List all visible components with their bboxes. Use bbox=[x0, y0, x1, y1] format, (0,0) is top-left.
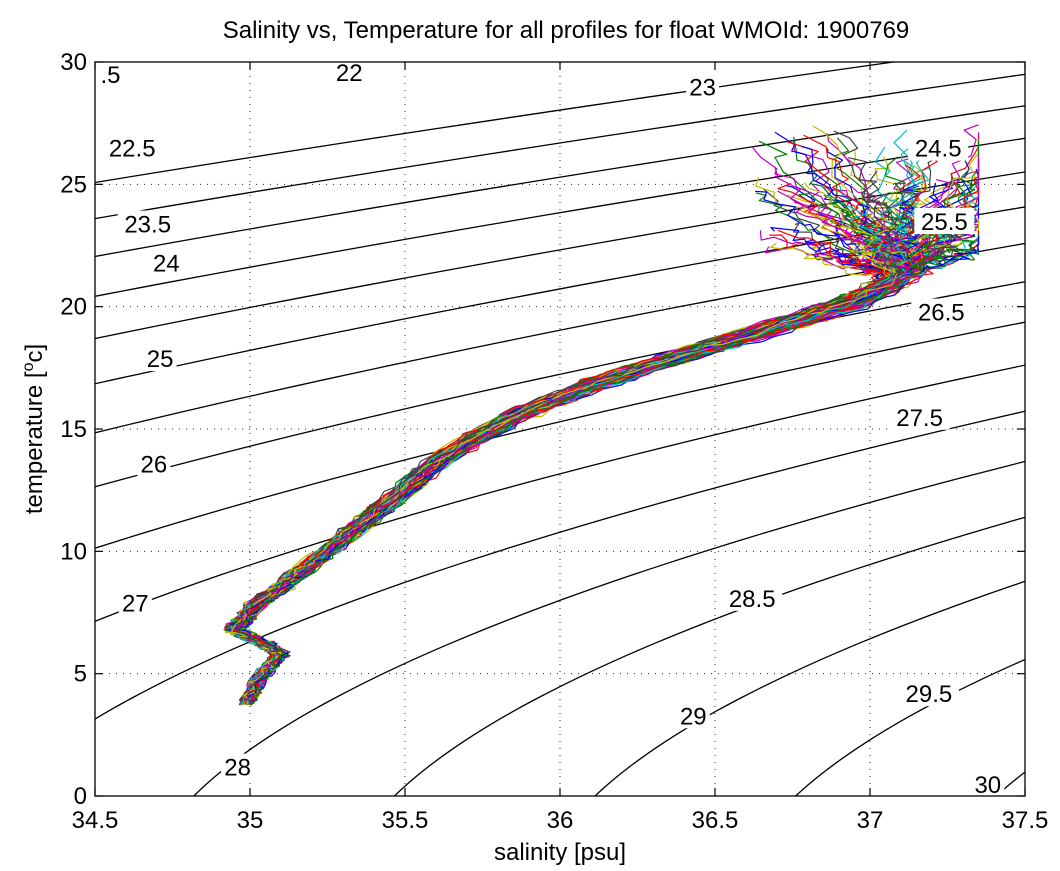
density-contour-label: 23 bbox=[689, 74, 716, 101]
density-contour-line bbox=[192, 460, 1025, 796]
density-contour-label: 26 bbox=[141, 451, 168, 478]
y-tick-label: 5 bbox=[74, 661, 87, 688]
density-contour-label: 30 bbox=[974, 772, 1001, 799]
density-contour-label: 25.5 bbox=[921, 209, 968, 236]
density-contour-line bbox=[95, 73, 1025, 220]
density-contour-label: 28 bbox=[224, 755, 251, 782]
contour-label-background bbox=[143, 345, 177, 372]
density-contour-line bbox=[95, 281, 1025, 488]
grid-lines bbox=[95, 62, 1025, 796]
y-tick-label: 20 bbox=[60, 294, 87, 321]
density-contour-line bbox=[95, 242, 1025, 434]
density-contour-labels: .5 22 23 22.5 24.5 23.5 25.5 24 26.5 25 27.5 26 27 28… bbox=[94, 58, 1005, 799]
density-contour-label: 25 bbox=[147, 346, 174, 373]
x-tick-label: 35.5 bbox=[382, 807, 429, 834]
contour-label-background bbox=[102, 134, 163, 161]
x-axis-label: salinity [psu] bbox=[494, 839, 626, 866]
float-profiles bbox=[223, 124, 980, 706]
contour-label-background bbox=[686, 73, 720, 100]
x-tick-label: 36.5 bbox=[692, 807, 739, 834]
density-contour-label: 29 bbox=[680, 703, 707, 730]
contour-label-background bbox=[676, 702, 710, 729]
x-tick-label: 37.5 bbox=[1002, 807, 1049, 834]
x-tick-label: 35 bbox=[237, 807, 264, 834]
density-contours bbox=[95, 62, 1025, 796]
float-profile-line bbox=[235, 170, 903, 702]
y-axis-ticks: 0 5 10 15 20 25 30 bbox=[60, 49, 1025, 810]
x-tick-label: 34.5 bbox=[72, 807, 119, 834]
density-contour-label: 27.5 bbox=[896, 405, 943, 432]
x-tick-label: 36 bbox=[547, 807, 574, 834]
density-contour-line bbox=[95, 364, 1025, 623]
density-contour-line bbox=[794, 658, 1025, 796]
contour-label-background bbox=[914, 208, 975, 235]
density-contour-label: 22 bbox=[336, 60, 363, 87]
density-contour-label: 28.5 bbox=[729, 586, 776, 613]
y-axis-label: temperature [oc] bbox=[20, 344, 48, 514]
y-tick-label: 15 bbox=[60, 416, 87, 443]
y-axis-label-main: temperature [ bbox=[21, 371, 48, 514]
density-contour-label: .5 bbox=[100, 62, 120, 89]
float-profile-line bbox=[235, 225, 964, 703]
y-axis-label-tail: c] bbox=[21, 344, 48, 363]
contour-label-background bbox=[911, 298, 972, 325]
contour-label-background bbox=[221, 753, 255, 780]
contour-label-background bbox=[118, 589, 152, 616]
chart-title: Salinity vs, Temperature for all profile… bbox=[223, 17, 910, 44]
y-tick-label: 25 bbox=[60, 171, 87, 198]
density-contour-label: 24 bbox=[153, 251, 180, 278]
density-contour-line bbox=[393, 516, 1025, 796]
x-axis-ticks: 34.5 35 35.5 36 36.5 37 37.5 bbox=[72, 62, 1049, 834]
contour-label-background bbox=[94, 61, 127, 88]
density-contour-label: 27 bbox=[122, 591, 149, 618]
contour-label-background bbox=[722, 584, 783, 611]
contour-label-background bbox=[117, 210, 178, 237]
density-contour-label: 26.5 bbox=[918, 300, 965, 327]
density-contour-label: 29.5 bbox=[906, 681, 953, 708]
density-contour-label: 23.5 bbox=[124, 211, 171, 238]
contour-label-background bbox=[908, 134, 969, 161]
contour-label-background bbox=[898, 680, 959, 707]
density-contour-label: 24.5 bbox=[915, 136, 962, 163]
density-contour-line bbox=[95, 137, 1025, 297]
y-tick-label: 10 bbox=[60, 538, 87, 565]
density-contour-line bbox=[594, 580, 1025, 796]
y-tick-label: 30 bbox=[60, 49, 87, 76]
x-tick-label: 37 bbox=[857, 807, 884, 834]
y-tick-label: 0 bbox=[74, 783, 87, 810]
contour-label-background bbox=[149, 249, 183, 276]
contour-label-background bbox=[332, 58, 366, 85]
density-contour-line bbox=[95, 105, 1025, 258]
density-contour-label: 22.5 bbox=[109, 136, 156, 163]
contour-label-background bbox=[889, 403, 950, 430]
contour-label-background bbox=[971, 770, 1005, 797]
y-axis-label-superscript: o bbox=[20, 362, 37, 371]
density-contour-line bbox=[95, 62, 899, 184]
contour-label-background bbox=[137, 450, 171, 477]
density-contour-line bbox=[95, 321, 1025, 549]
